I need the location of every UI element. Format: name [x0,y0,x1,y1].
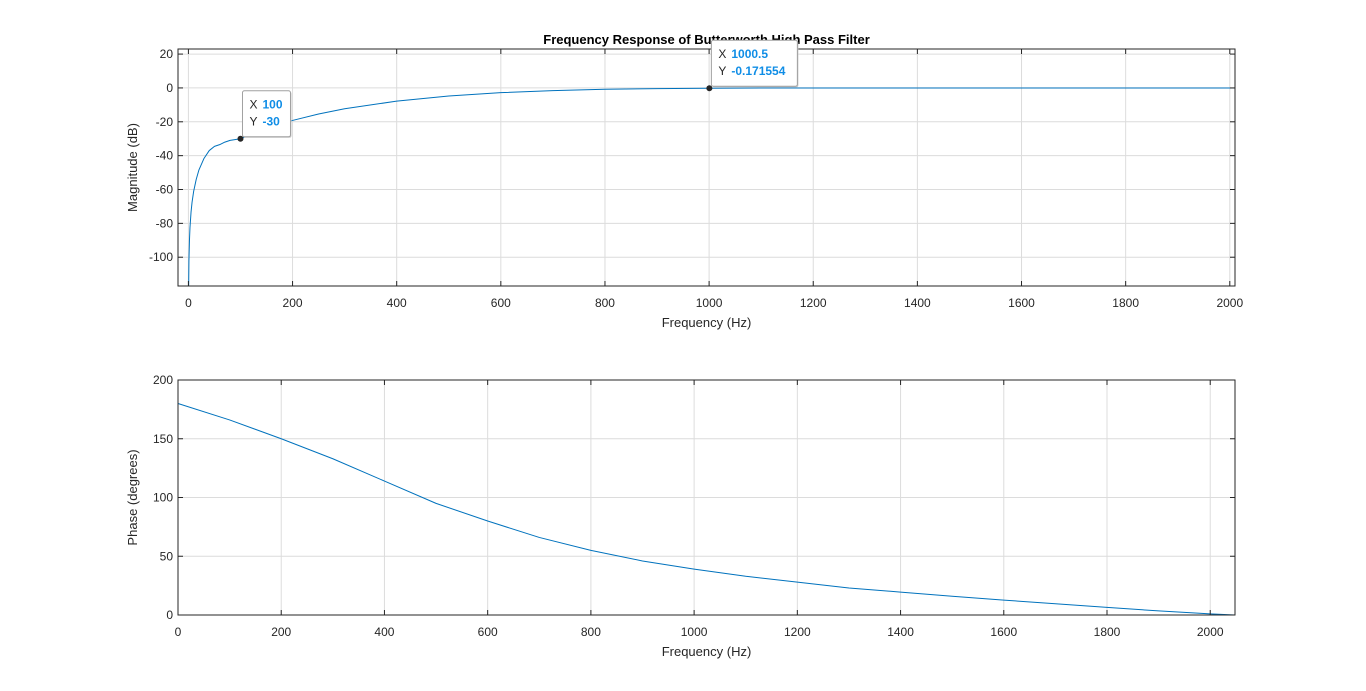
magnitude-y-tick-label: -20 [156,115,174,129]
datatip-y-value: -30 [262,115,280,129]
phase-x-tick-label: 800 [581,625,601,639]
phase-x-axis-label: Frequency (Hz) [662,644,752,659]
chart-title: Frequency Response of Butterworth High P… [543,32,870,47]
phase-x-tick-label: 200 [271,625,291,639]
magnitude-x-tick-label: 400 [387,296,407,310]
datatip-x-key: X [718,47,726,61]
magnitude-x-tick-label: 1800 [1112,296,1139,310]
phase-y-axis-label: Phase (degrees) [125,449,140,545]
magnitude-datatips[interactable]: X 100 Y -30 X 1000.5 Y -0.171554 [237,39,799,142]
phase-y-tick-label: 150 [153,432,173,446]
magnitude-x-tick-label: 1400 [904,296,931,310]
magnitude-axes-box [177,48,1236,287]
datatip[interactable]: X 1000.5 Y -0.171554 [706,39,799,92]
phase-x-tick-label: 1600 [990,625,1017,639]
phase-x-tick-label: 1000 [681,625,708,639]
magnitude-y-tick-label: -60 [156,183,174,197]
phase-x-tick-label: 0 [175,625,182,639]
phase-y-tick-label: 200 [153,373,173,387]
magnitude-x-tick-label: 200 [283,296,303,310]
datatip-box [241,90,291,138]
phase-plot [177,403,1236,616]
phase-x-tick-label: 1800 [1094,625,1121,639]
magnitude-x-tick-label: 600 [491,296,511,310]
phase-x-tick-label: 600 [478,625,498,639]
datatip-x-value: 100 [262,98,282,112]
phase-x-tick-label: 1200 [784,625,811,639]
magnitude-y-tick-label: 0 [166,81,173,95]
datatip-y-value: -0.171554 [731,64,785,78]
phase-tick-labels: 0 200 400 600 800 1000 1200 1400 1600 1800 2000200… [153,373,1235,639]
phase-y-tick-label: 100 [153,491,173,505]
phase-x-tick-label: 400 [374,625,394,639]
datatip-y-key: Y [249,115,257,129]
magnitude-plot-area[interactable] [178,49,1235,286]
magnitude-y-axis-label: Magnitude (dB) [125,123,140,212]
magnitude-x-axis-label: Frequency (Hz) [662,315,752,330]
datatip-x-value: 1000.5 [731,47,768,61]
magnitude-x-tick-label: 2000 [1216,296,1243,310]
magnitude-y-tick-label: -80 [156,216,174,230]
datatip-marker[interactable] [706,85,713,92]
magnitude-y-tick-label: -100 [149,250,173,264]
phase-x-tick-label: 2000 [1197,625,1224,639]
magnitude-x-tick-label: 1600 [1008,296,1035,310]
magnitude-x-tick-label: 1200 [800,296,827,310]
magnitude-axes[interactable]: 0 200 400 600 800 1000 1200 1400 1600 1800 2000200… [125,32,1243,330]
datatip[interactable]: X 100 Y -30 [237,90,292,142]
magnitude-tick-labels: 0 200 400 600 800 1000 1200 1400 1600 1800 2000200… [149,47,1243,310]
datatip-marker[interactable] [237,135,244,142]
phase-x-tick-label: 1400 [887,625,914,639]
datatip-box [710,39,798,87]
magnitude-y-tick-label: 20 [160,47,174,61]
magnitude-x-tick-label: 0 [185,296,192,310]
magnitude-y-tick-label: -40 [156,149,174,163]
phase-y-tick-label: 50 [160,549,174,563]
magnitude-x-tick-label: 1000 [696,296,723,310]
phase-y-tick-label: 0 [166,608,173,622]
datatip-y-key: Y [718,64,726,78]
phase-series-line [177,403,1236,616]
phase-axes[interactable]: 0 200 400 600 800 1000 1200 1400 1600 1800 2000200… [125,373,1236,659]
magnitude-x-tick-label: 800 [595,296,615,310]
datatip-x-key: X [249,98,257,112]
